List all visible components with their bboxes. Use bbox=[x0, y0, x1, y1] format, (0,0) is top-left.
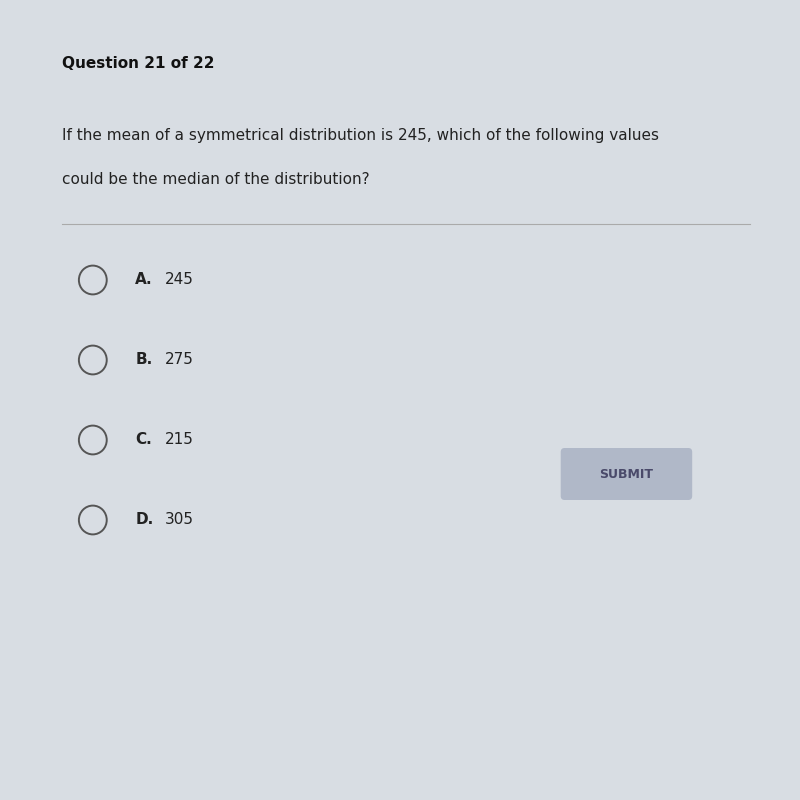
Text: SUBMIT: SUBMIT bbox=[599, 467, 654, 481]
Text: Question 21 of 22: Question 21 of 22 bbox=[62, 56, 214, 71]
Text: If the mean of a symmetrical distribution is 245, which of the following values: If the mean of a symmetrical distributio… bbox=[62, 128, 659, 143]
Text: could be the median of the distribution?: could be the median of the distribution? bbox=[62, 172, 370, 187]
Text: 275: 275 bbox=[165, 353, 194, 367]
Text: 215: 215 bbox=[165, 433, 194, 447]
FancyBboxPatch shape bbox=[561, 448, 692, 500]
Text: 305: 305 bbox=[165, 513, 194, 527]
Text: C.: C. bbox=[135, 433, 152, 447]
Text: D.: D. bbox=[135, 513, 154, 527]
Text: 245: 245 bbox=[165, 273, 194, 287]
Text: B.: B. bbox=[135, 353, 153, 367]
Text: A.: A. bbox=[135, 273, 153, 287]
